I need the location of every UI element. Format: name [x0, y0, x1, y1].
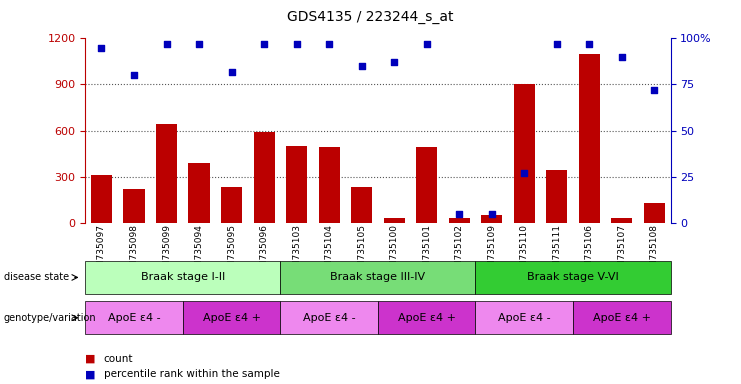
- Bar: [253, 132, 275, 223]
- Point: [486, 210, 498, 217]
- Bar: [644, 203, 665, 223]
- Point: [128, 72, 140, 78]
- Bar: [221, 187, 242, 223]
- Bar: [124, 189, 144, 223]
- Point: [225, 68, 237, 74]
- Text: Braak stage I-II: Braak stage I-II: [141, 272, 225, 283]
- Text: ApoE ε4 -: ApoE ε4 -: [303, 313, 356, 323]
- Text: ApoE ε4 +: ApoE ε4 +: [398, 313, 456, 323]
- Point: [583, 41, 595, 47]
- Bar: [286, 146, 308, 223]
- Point: [616, 54, 628, 60]
- Text: Braak stage III-IV: Braak stage III-IV: [330, 272, 425, 283]
- Point: [518, 170, 530, 176]
- Text: Braak stage V-VI: Braak stage V-VI: [527, 272, 619, 283]
- Text: GDS4135 / 223244_s_at: GDS4135 / 223244_s_at: [288, 10, 453, 23]
- Bar: [351, 187, 372, 223]
- Bar: [384, 218, 405, 223]
- Point: [193, 41, 205, 47]
- Bar: [416, 147, 437, 223]
- Bar: [91, 175, 112, 223]
- Text: ApoE ε4 -: ApoE ε4 -: [498, 313, 551, 323]
- Text: disease state: disease state: [4, 272, 69, 283]
- Bar: [481, 215, 502, 223]
- Text: percentile rank within the sample: percentile rank within the sample: [104, 369, 279, 379]
- Text: ApoE ε4 +: ApoE ε4 +: [202, 313, 261, 323]
- Text: ■: ■: [85, 369, 96, 379]
- Point: [161, 41, 173, 47]
- Bar: [546, 170, 568, 223]
- Point: [648, 87, 660, 93]
- Point: [258, 41, 270, 47]
- Point: [421, 41, 433, 47]
- Point: [551, 41, 562, 47]
- Text: genotype/variation: genotype/variation: [4, 313, 96, 323]
- Text: count: count: [104, 354, 133, 364]
- Point: [388, 59, 400, 65]
- Text: ApoE ε4 +: ApoE ε4 +: [593, 313, 651, 323]
- Point: [96, 45, 107, 51]
- Bar: [156, 124, 177, 223]
- Point: [290, 41, 302, 47]
- Bar: [611, 218, 632, 223]
- Point: [453, 210, 465, 217]
- Point: [323, 41, 335, 47]
- Point: [356, 63, 368, 69]
- Bar: [579, 54, 600, 223]
- Text: ■: ■: [85, 354, 96, 364]
- Bar: [514, 84, 535, 223]
- Bar: [448, 218, 470, 223]
- Bar: [188, 163, 210, 223]
- Text: ApoE ε4 -: ApoE ε4 -: [107, 313, 160, 323]
- Bar: [319, 147, 339, 223]
